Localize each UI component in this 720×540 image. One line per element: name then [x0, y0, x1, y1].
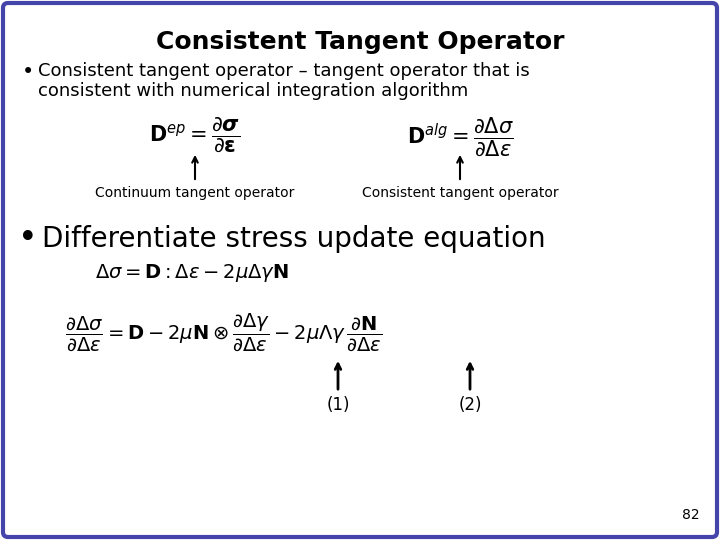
Text: $\Delta\sigma = \mathbf{D} : \Delta\varepsilon - 2\mu\Delta\gamma\mathbf{N}$: $\Delta\sigma = \mathbf{D} : \Delta\vare…: [95, 262, 289, 284]
Text: (2): (2): [458, 396, 482, 414]
Text: •: •: [18, 222, 37, 255]
Text: Consistent tangent operator – tangent operator that is: Consistent tangent operator – tangent op…: [38, 62, 530, 80]
FancyBboxPatch shape: [3, 3, 717, 537]
Text: Differentiate stress update equation: Differentiate stress update equation: [42, 225, 546, 253]
Text: •: •: [22, 62, 35, 82]
Text: 82: 82: [683, 508, 700, 522]
Text: Consistent tangent operator: Consistent tangent operator: [361, 186, 558, 200]
Text: (1): (1): [326, 396, 350, 414]
Text: $\mathbf{D}^{alg} = \dfrac{\partial\Delta\sigma}{\partial\Delta\varepsilon}$: $\mathbf{D}^{alg} = \dfrac{\partial\Delt…: [407, 115, 513, 158]
Text: Consistent Tangent Operator: Consistent Tangent Operator: [156, 30, 564, 54]
Text: consistent with numerical integration algorithm: consistent with numerical integration al…: [38, 82, 468, 100]
Text: $\mathbf{D}^{ep} = \dfrac{\partial \boldsymbol{\sigma}}{\partial \boldsymbol{\va: $\mathbf{D}^{ep} = \dfrac{\partial \bold…: [150, 115, 240, 154]
Text: $\dfrac{\partial\Delta\sigma}{\partial\Delta\varepsilon} = \mathbf{D} - 2\mu\mat: $\dfrac{\partial\Delta\sigma}{\partial\D…: [65, 312, 382, 353]
Text: Continuum tangent operator: Continuum tangent operator: [95, 186, 294, 200]
